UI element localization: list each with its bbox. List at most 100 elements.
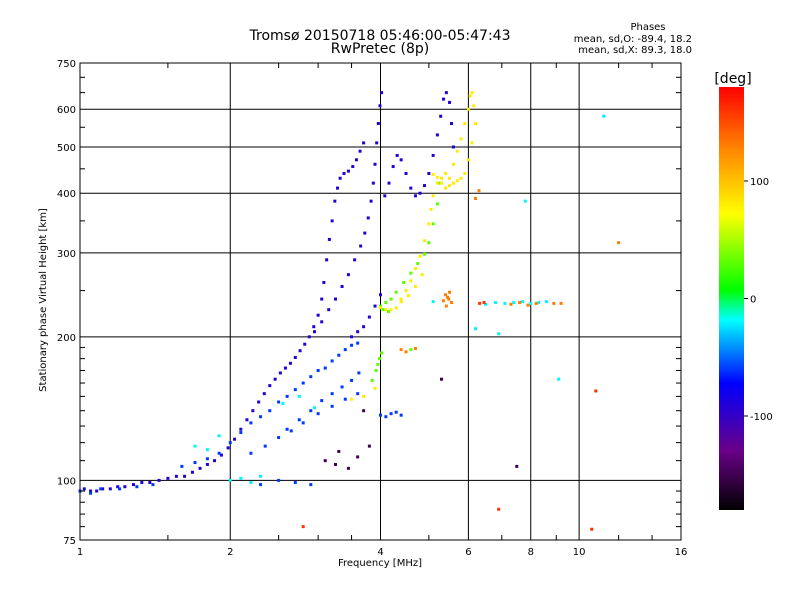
data-point xyxy=(404,350,408,354)
data-point xyxy=(399,297,403,301)
data-point xyxy=(239,431,243,435)
data-point xyxy=(484,302,488,306)
x-tick-label: 1 xyxy=(77,547,83,558)
data-point xyxy=(82,487,86,491)
data-point xyxy=(259,415,263,419)
data-point xyxy=(447,297,451,301)
data-point xyxy=(289,429,293,433)
data-point xyxy=(174,474,178,478)
data-point xyxy=(451,162,455,166)
data-point xyxy=(312,330,316,334)
data-point xyxy=(293,355,297,359)
data-point xyxy=(301,421,305,425)
data-point xyxy=(602,114,606,118)
y-tick-label: 200 xyxy=(57,333,76,344)
data-point xyxy=(367,444,371,448)
data-point xyxy=(356,330,360,334)
y-axis-label: Stationary phase Virtual Height [km] xyxy=(38,208,49,392)
data-point xyxy=(455,149,459,153)
data-point xyxy=(463,122,467,126)
data-point xyxy=(422,252,426,256)
data-point xyxy=(431,172,435,176)
data-point xyxy=(371,181,375,185)
data-point xyxy=(285,427,289,431)
data-point xyxy=(376,362,380,366)
data-point xyxy=(534,301,538,305)
data-point xyxy=(233,437,237,441)
y-tick-label: 400 xyxy=(57,189,76,200)
data-point xyxy=(183,474,187,478)
data-point xyxy=(277,478,281,482)
data-point xyxy=(389,308,393,312)
data-point xyxy=(402,280,406,284)
data-point xyxy=(529,301,533,305)
data-point xyxy=(327,308,331,312)
data-point xyxy=(320,297,324,301)
x-tick-label: 6 xyxy=(465,547,471,558)
data-point xyxy=(95,489,99,493)
data-point xyxy=(435,133,439,137)
data-point xyxy=(257,400,261,404)
data-point xyxy=(594,389,598,393)
data-point xyxy=(384,308,388,312)
data-point xyxy=(362,141,366,145)
data-point xyxy=(123,485,127,489)
data-point xyxy=(350,397,354,401)
data-point xyxy=(239,427,243,431)
data-point xyxy=(451,181,455,185)
data-point xyxy=(193,444,197,448)
data-point xyxy=(356,392,360,396)
data-point xyxy=(362,409,366,413)
x-tick-label: 10 xyxy=(573,547,586,558)
data-point xyxy=(366,216,370,220)
data-point xyxy=(381,308,385,312)
data-point xyxy=(301,525,305,529)
data-point xyxy=(376,122,380,126)
data-point xyxy=(384,301,388,305)
data-point xyxy=(482,301,486,305)
data-point xyxy=(413,347,417,351)
data-point xyxy=(307,335,311,339)
data-point xyxy=(278,371,282,375)
data-point xyxy=(537,301,541,305)
data-point xyxy=(379,413,382,417)
data-point xyxy=(325,258,329,262)
data-point xyxy=(350,343,354,347)
x-tick-label: 16 xyxy=(675,547,688,558)
data-point xyxy=(379,304,382,308)
data-point xyxy=(399,413,403,417)
data-point xyxy=(89,491,93,495)
data-point xyxy=(422,239,426,243)
data-point xyxy=(427,171,431,175)
data-point xyxy=(409,279,413,283)
data-point xyxy=(418,254,422,258)
data-point xyxy=(379,306,382,310)
data-point xyxy=(590,527,594,531)
data-point xyxy=(418,191,422,195)
data-point xyxy=(380,351,384,355)
data-point xyxy=(297,418,301,422)
data-point xyxy=(268,384,272,388)
data-point xyxy=(343,348,347,352)
data-point xyxy=(363,231,367,235)
y-tick-labels: 75 100 200 300 400 500 600 750 xyxy=(57,59,76,547)
data-point xyxy=(523,199,527,203)
data-point xyxy=(429,207,433,211)
y-tick-label: 75 xyxy=(63,536,76,547)
colorbar-ticks: 100 0 -100 xyxy=(744,177,773,423)
data-point xyxy=(373,162,377,166)
data-point xyxy=(387,181,391,185)
data-point xyxy=(444,91,448,95)
data-point xyxy=(362,394,366,398)
data-point xyxy=(333,462,337,466)
data-point xyxy=(226,446,230,450)
data-point xyxy=(268,409,272,413)
data-point xyxy=(448,184,452,188)
data-point xyxy=(259,474,263,478)
data-point xyxy=(277,400,281,404)
data-point xyxy=(338,176,342,180)
data-point xyxy=(431,222,435,226)
data-point xyxy=(312,406,316,410)
data-point xyxy=(512,301,516,305)
y-tick-label: 500 xyxy=(57,143,76,154)
